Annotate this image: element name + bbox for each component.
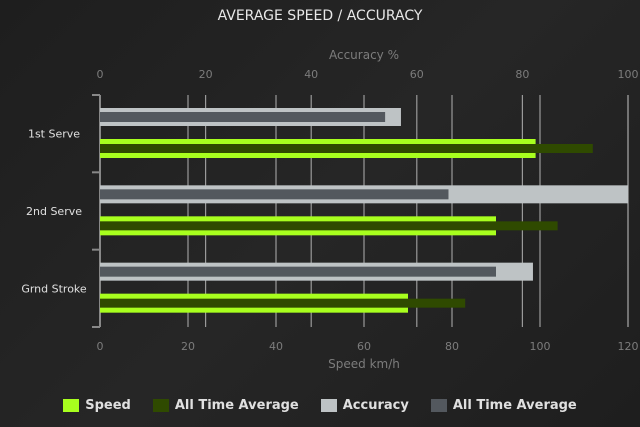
bar-accuracy-all-time-average: [100, 112, 386, 122]
tick-label-speed: 80: [445, 340, 459, 353]
tick-label-accuracy: 80: [515, 68, 529, 81]
bar-accuracy-all-time-average: [100, 266, 496, 277]
bar-speed-all-time-average: [100, 298, 466, 308]
tick-label-speed: 120: [618, 340, 639, 353]
legend-swatch: [152, 399, 169, 412]
tick-label-speed: 60: [357, 340, 371, 353]
bar-speed-all-time-average: [100, 144, 593, 153]
legend-item[interactable]: Accuracy: [320, 398, 409, 413]
legend-item[interactable]: All Time Average: [430, 398, 577, 413]
tick-label-speed: 40: [269, 340, 283, 353]
tick-label-speed: 100: [530, 340, 551, 353]
legend: Speed All Time Average Accuracy All Time Av…: [0, 398, 640, 413]
tick-label-accuracy: 60: [410, 68, 424, 81]
axis-title-accuracy: Accuracy %: [329, 48, 399, 62]
legend-swatch: [430, 399, 447, 412]
tick-label-accuracy: 20: [199, 68, 213, 81]
category-label: 2nd Serve: [26, 205, 82, 218]
legend-label: All Time Average: [452, 398, 577, 413]
bar-speed-all-time-average: [100, 221, 558, 231]
legend-label: Accuracy: [342, 398, 409, 413]
tick-label-speed: 0: [97, 340, 104, 353]
tick-label-accuracy: 40: [304, 68, 318, 81]
bar-accuracy-all-time-average: [100, 189, 449, 200]
axis-title-speed: Speed km/h: [328, 357, 400, 371]
legend-label: All Time Average: [174, 398, 299, 413]
category-label: 1st Serve: [28, 128, 80, 141]
tick-label-accuracy: 100: [618, 68, 639, 81]
chart-title: AVERAGE SPEED / ACCURACY: [217, 8, 423, 24]
legend-item[interactable]: Speed: [63, 398, 131, 413]
legend-item[interactable]: All Time Average: [152, 398, 299, 413]
tick-label-accuracy: 0: [97, 68, 104, 81]
tick-label-speed: 20: [181, 340, 195, 353]
legend-swatch: [320, 399, 337, 412]
legend-swatch: [63, 399, 80, 412]
category-label: Grnd Stroke: [21, 282, 87, 295]
legend-label: Speed: [85, 398, 131, 413]
